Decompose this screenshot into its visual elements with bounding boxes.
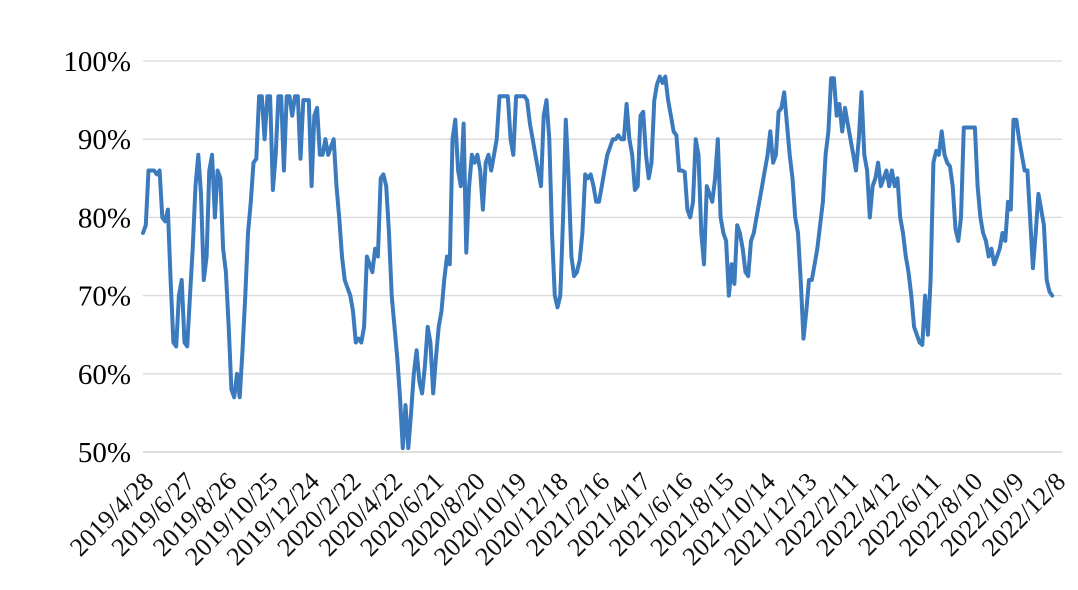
y-tick-label: 50% [78,437,131,469]
y-tick-label: 80% [78,202,131,234]
y-tick-label: 70% [78,281,131,313]
y-tick-label: 100% [63,46,131,78]
y-tick-label: 60% [78,359,131,391]
data-series-line [141,74,1055,451]
y-tick-label: 90% [78,124,131,156]
